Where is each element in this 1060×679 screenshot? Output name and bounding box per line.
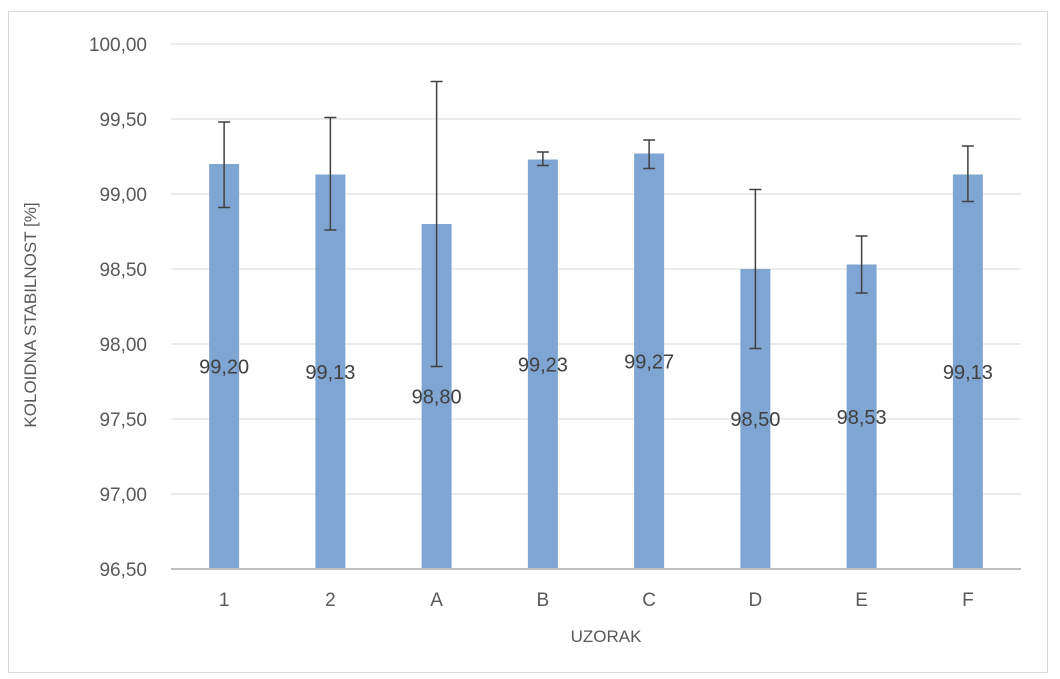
y-tick-label: 96,50 <box>99 560 147 581</box>
bar <box>315 174 346 569</box>
y-tick-label: 97,00 <box>99 485 147 506</box>
bar <box>527 159 558 569</box>
x-tick-label: 2 <box>325 590 336 611</box>
error-bar <box>961 145 974 203</box>
x-tick-label: 1 <box>219 590 230 611</box>
y-tick-label: 98,00 <box>99 335 147 356</box>
x-tick-label: B <box>537 590 550 611</box>
y-tick-label: 99,00 <box>99 185 147 206</box>
x-tick-label: E <box>855 590 868 611</box>
error-bar <box>855 235 868 294</box>
bar-chart: 96,50 97,00 97,50 98,00 98,50 99,00 99,50 100,0… <box>21 35 1021 646</box>
data-label: 98,80 <box>412 387 462 409</box>
error-bar <box>218 121 231 209</box>
x-tick-label: F <box>962 590 974 611</box>
x-tick-label: A <box>430 590 443 611</box>
bars <box>209 153 983 569</box>
data-label: 99,27 <box>624 351 674 373</box>
x-tick-label: D <box>749 590 763 611</box>
data-labels: 99,20 99,13 98,80 99,23 99,27 98,50 98,53 99,13 <box>199 351 993 431</box>
bar <box>846 264 877 569</box>
x-tick-label: C <box>642 590 656 611</box>
y-tick-labels: 96,50 97,00 97,50 98,00 98,50 99,00 99,50 100,0… <box>89 35 147 581</box>
x-axis-title: UZORAK <box>571 627 643 646</box>
y-tick-label: 97,50 <box>99 410 147 431</box>
error-bar <box>536 151 549 167</box>
error-bar <box>430 80 443 368</box>
y-tick-label: 99,50 <box>99 110 147 131</box>
data-label: 99,20 <box>199 357 249 379</box>
y-axis-title: KOLOIDNA STABILNOST [%] <box>21 202 40 427</box>
y-tick-label: 98,50 <box>99 260 147 281</box>
error-bar <box>643 139 656 170</box>
data-label: 98,50 <box>730 409 780 431</box>
bar <box>209 164 240 569</box>
gridlines <box>171 43 1021 495</box>
chart-frame: 96,50 97,00 97,50 98,00 98,50 99,00 99,50 100,0… <box>8 11 1048 673</box>
data-label: 99,13 <box>305 362 355 384</box>
error-bars <box>218 80 974 368</box>
data-label: 99,23 <box>518 354 568 376</box>
data-label: 99,13 <box>943 362 993 384</box>
data-label: 98,53 <box>837 407 887 429</box>
bar <box>634 153 665 569</box>
y-tick-label: 100,00 <box>89 35 147 56</box>
error-bar <box>324 116 337 231</box>
x-tick-labels: 1 2 A B C D E F <box>219 590 974 611</box>
bar <box>952 174 983 569</box>
error-bar <box>749 188 762 350</box>
